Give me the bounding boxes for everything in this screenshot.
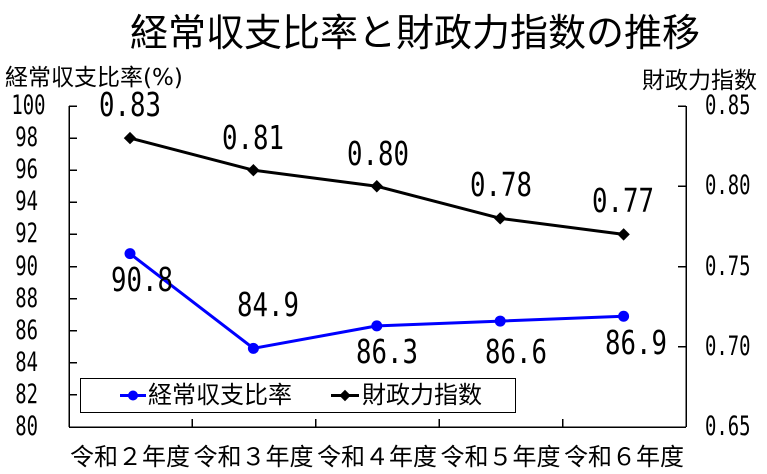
y-left-tick-label: 96 xyxy=(15,154,38,185)
data-label-fiscal-index: 0.83 xyxy=(98,85,161,124)
data-label-fiscal-index: 0.77 xyxy=(591,180,654,220)
chart-legend: 経常収支比率 財政力指数 xyxy=(80,378,516,413)
data-point-diamond-marker xyxy=(617,228,630,241)
data-point-circle-marker xyxy=(494,315,506,327)
data-point-circle-marker xyxy=(247,342,259,354)
y-left-tick-label: 94 xyxy=(15,186,38,217)
y-axis-left-title: 経常収支比率(%) xyxy=(5,65,183,91)
y-left-tick-label: 80 xyxy=(15,411,38,442)
y-right-tick-label: 0.85 xyxy=(705,90,751,121)
y-left-tick-label: 86 xyxy=(15,314,38,346)
data-label-fiscal-index: 0.80 xyxy=(346,133,409,173)
y-right-tick-label: 0.75 xyxy=(705,250,751,282)
legend-diamond xyxy=(339,389,351,402)
data-point-circle-marker xyxy=(618,310,630,322)
y-left-tick-label: 88 xyxy=(15,282,38,314)
data-label-ordinary-balance-ratio: 86.3 xyxy=(355,332,418,371)
y-left-tick-label: 84 xyxy=(15,347,38,378)
data-point-circle-marker xyxy=(371,320,383,332)
y-left-tick-label: 82 xyxy=(15,379,38,410)
data-point-diamond-marker xyxy=(493,212,507,225)
x-category-label: 令和４年度 xyxy=(317,443,437,471)
data-point-diamond-marker xyxy=(370,180,384,193)
x-category-label: 令和６年度 xyxy=(564,443,684,471)
data-label-fiscal-index: 0.78 xyxy=(469,165,532,204)
y-left-tick-label: 90 xyxy=(15,250,38,282)
y-left-tick-label: 100 xyxy=(11,90,46,121)
y-right-tick-label: 0.65 xyxy=(705,411,751,442)
x-category-label: 令和５年度 xyxy=(440,443,561,471)
data-label-ordinary-balance-ratio: 84.9 xyxy=(236,285,299,324)
legend-label-fiscal-index: 財政力指数 xyxy=(362,381,482,409)
y-right-tick-label: 0.70 xyxy=(705,331,751,362)
x-category-label: 令和２年度 xyxy=(70,443,190,471)
y-left-tick-label: 98 xyxy=(15,122,38,153)
chart-title: 経常収支比率と財政力指数の推移 xyxy=(130,11,701,55)
legend-circle-marker-icon xyxy=(120,390,146,401)
legend-label-ordinary-balance-ratio: 経常収支比率 xyxy=(148,381,292,409)
legend-circle xyxy=(128,390,138,401)
legend-diamond-marker-icon xyxy=(331,389,359,402)
x-category-label: 令和３年度 xyxy=(193,443,314,471)
data-point-circle-marker xyxy=(124,248,136,260)
data-label-fiscal-index: 0.81 xyxy=(221,117,284,157)
data-label-ordinary-balance-ratio: 90.8 xyxy=(110,260,173,299)
data-label-ordinary-balance-ratio: 86.6 xyxy=(484,332,547,371)
y-axis-right-title: 財政力指数 xyxy=(642,68,757,94)
data-point-diamond-marker xyxy=(123,131,137,145)
data-label-ordinary-balance-ratio: 86.9 xyxy=(604,323,667,362)
data-point-diamond-marker xyxy=(247,163,260,177)
y-left-tick-label: 92 xyxy=(15,218,38,249)
y-right-tick-label: 0.80 xyxy=(705,170,751,201)
